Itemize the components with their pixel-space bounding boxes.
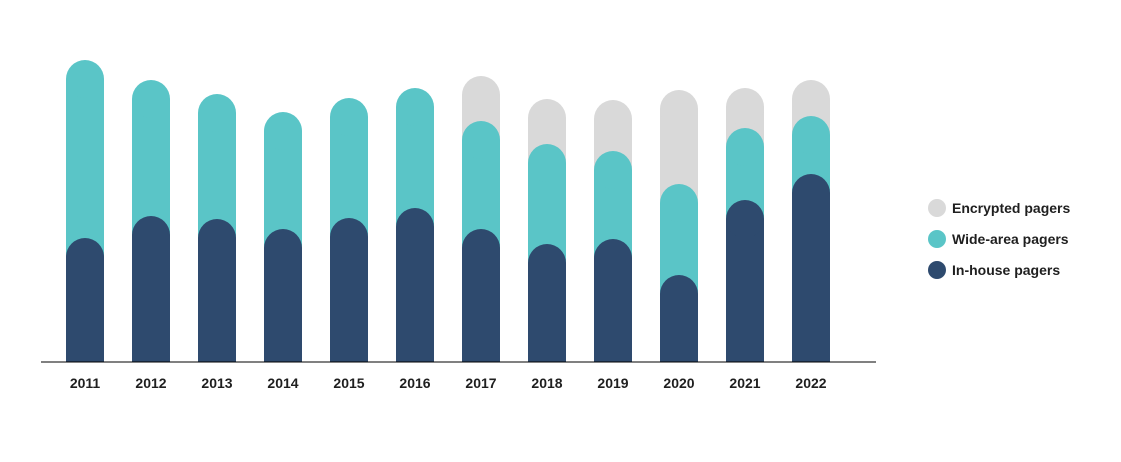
bar-body-in-house-pagers-2013: [198, 238, 236, 362]
x-tick-label-2019: 2019: [597, 375, 628, 391]
bar-in-house-pagers-2015: [330, 218, 368, 362]
legend-label-wide-area-pagers: Wide-area pagers: [952, 230, 1069, 247]
x-tick-label-2018: 2018: [531, 375, 562, 391]
legend-label-in-house-pagers: In-house pagers: [952, 261, 1061, 278]
legend-swatch-wide-area-pagers: [928, 229, 946, 248]
bar-cap-in-house-pagers-2012: [132, 216, 170, 254]
bar-cap-in-house-pagers-2021: [726, 200, 764, 238]
bar-cap-encrypted-pagers-2021: [726, 88, 764, 126]
x-tick-label-2012: 2012: [135, 375, 166, 391]
legend-label-encrypted-pagers: Encrypted pagers: [952, 199, 1071, 216]
x-tick-label-2022: 2022: [795, 375, 826, 391]
bar-cap-wide-area-pagers-2022: [792, 116, 830, 154]
bar-in-house-pagers-2013: [198, 219, 236, 362]
bar-body-in-house-pagers-2021: [726, 219, 764, 362]
bar-in-house-pagers-2020: [660, 275, 698, 362]
bar-cap-wide-area-pagers-2019: [594, 151, 632, 189]
bar-cap-wide-area-pagers-2021: [726, 128, 764, 166]
bar-in-house-pagers-2012: [132, 216, 170, 362]
bar-cap-in-house-pagers-2015: [330, 218, 368, 256]
x-tick-label-2015: 2015: [333, 375, 364, 391]
bar-cap-in-house-pagers-2022: [792, 174, 830, 212]
bar-in-house-pagers-2021: [726, 200, 764, 362]
bar-in-house-pagers-2011: [66, 238, 104, 362]
bar-cap-wide-area-pagers-2014: [264, 112, 302, 150]
bar-in-house-pagers-2018: [528, 244, 566, 362]
x-tick-label-2011: 2011: [70, 375, 101, 391]
bar-cap-in-house-pagers-2014: [264, 229, 302, 267]
bar-body-in-house-pagers-2016: [396, 227, 434, 362]
bar-cap-in-house-pagers-2020: [660, 275, 698, 313]
bar-cap-in-house-pagers-2017: [462, 229, 500, 267]
bar-cap-encrypted-pagers-2017: [462, 76, 500, 114]
legend-swatch-in-house-pagers: [928, 260, 946, 279]
bar-in-house-pagers-2019: [594, 239, 632, 362]
x-tick-label-2017: 2017: [465, 375, 496, 391]
bar-cap-in-house-pagers-2016: [396, 208, 434, 246]
x-tick-label-2020: 2020: [663, 375, 694, 391]
bar-cap-wide-area-pagers-2013: [198, 94, 236, 132]
x-tick-label-2013: 2013: [201, 375, 232, 391]
bar-cap-wide-area-pagers-2011: [66, 60, 104, 98]
bar-cap-in-house-pagers-2018: [528, 244, 566, 282]
bar-cap-encrypted-pagers-2020: [660, 90, 698, 128]
bar-cap-wide-area-pagers-2018: [528, 144, 566, 182]
bar-body-in-house-pagers-2022: [792, 193, 830, 362]
bar-in-house-pagers-2014: [264, 229, 302, 362]
bar-cap-wide-area-pagers-2020: [660, 184, 698, 222]
bar-in-house-pagers-2017: [462, 229, 500, 362]
bar-cap-in-house-pagers-2013: [198, 219, 236, 257]
x-tick-labels: 2011 2012 2013 2014 2015 2016 2017 2018 2019 2020…: [70, 375, 827, 391]
bar-cap-wide-area-pagers-2016: [396, 88, 434, 126]
bar-cap-wide-area-pagers-2015: [330, 98, 368, 136]
bar-body-in-house-pagers-2012: [132, 235, 170, 362]
bar-cap-in-house-pagers-2019: [594, 239, 632, 277]
legend-item-wide-area-pagers: Wide-area pagers: [928, 223, 1070, 254]
x-tick-label-2014: 2014: [267, 375, 298, 391]
x-tick-label-2016: 2016: [399, 375, 430, 391]
bar-in-house-pagers-2022: [792, 174, 830, 362]
bar-cap-encrypted-pagers-2018: [528, 99, 566, 137]
legend: Encrypted pagers Wide-area pagers In-hou…: [928, 192, 1070, 285]
legend-item-in-house-pagers: In-house pagers: [928, 254, 1070, 285]
legend-swatch-encrypted-pagers: [928, 198, 946, 217]
bar-cap-in-house-pagers-2011: [66, 238, 104, 276]
bar-cap-encrypted-pagers-2022: [792, 80, 830, 118]
bar-cap-wide-area-pagers-2012: [132, 80, 170, 118]
bar-cap-encrypted-pagers-2019: [594, 100, 632, 138]
x-tick-label-2021: 2021: [729, 375, 760, 391]
bar-body-in-house-pagers-2015: [330, 237, 368, 362]
bar-in-house-pagers-2016: [396, 208, 434, 362]
bar-cap-wide-area-pagers-2017: [462, 121, 500, 159]
bars-group: [66, 60, 830, 362]
legend-item-encrypted-pagers: Encrypted pagers: [928, 192, 1070, 223]
